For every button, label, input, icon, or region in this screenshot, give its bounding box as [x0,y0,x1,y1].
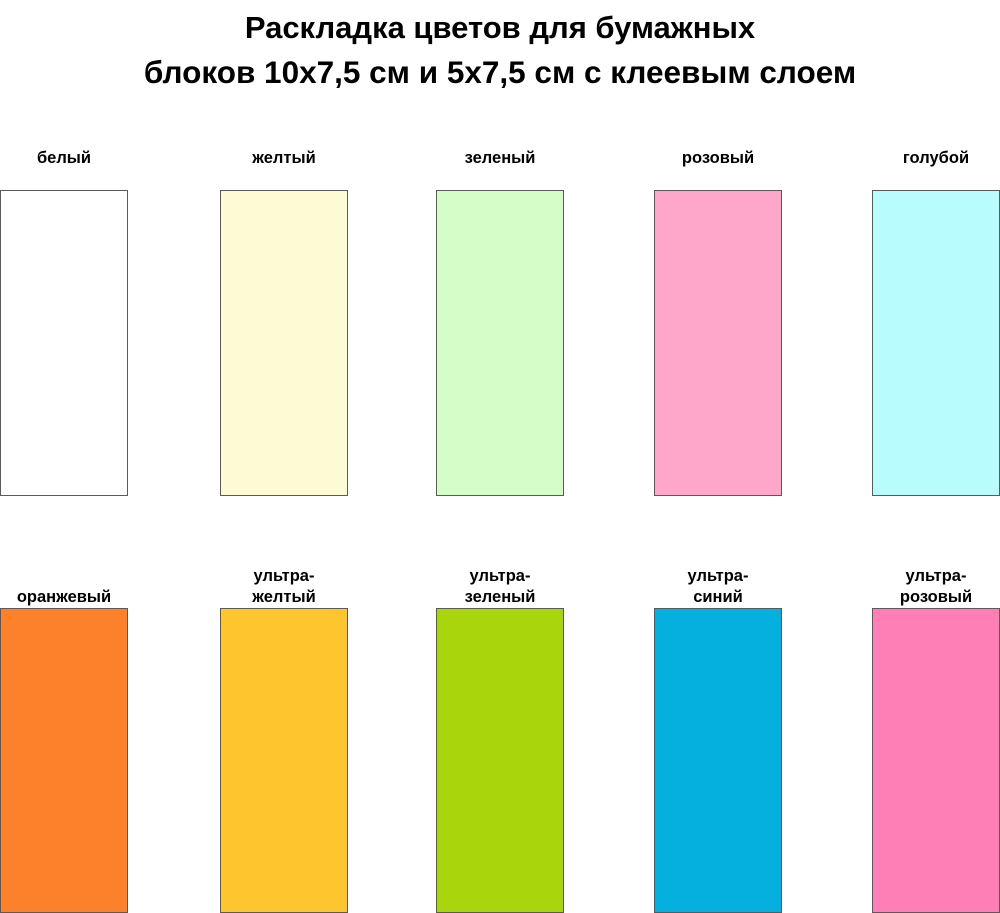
swatch-label: ультра- розовый [872,552,1000,608]
swatch-chip[interactable] [0,190,128,496]
swatch-label-line-2: желтый [252,588,316,606]
swatch-cell-ultra-green[interactable]: ультра- зеленый [436,552,564,913]
swatch-cell-pink[interactable]: розовый [654,148,782,496]
swatch-cell-yellow[interactable]: желтый [220,148,348,496]
swatch-cell-ultra-pink[interactable]: ультра- розовый [872,552,1000,913]
swatch-label: голубой [872,148,1000,190]
swatch-chip[interactable] [872,608,1000,913]
swatch-label-line-1: белый [36,149,92,167]
page-title-line-1: Раскладка цветов для бумажных [244,10,756,45]
swatch-label: белый [0,148,128,190]
swatch-chip[interactable] [654,608,782,913]
swatch-label-line-1: ультра- [905,567,967,585]
swatch-label: оранжевый [0,552,128,608]
swatch-label-line-1: зеленый [464,149,536,167]
swatch-row-pastel: белый желтый зеленый розовый голубой [0,148,1000,498]
swatch-cell-orange[interactable]: оранжевый [0,552,128,913]
swatch-label-line-1: голубой [902,149,970,167]
swatch-label: розовый [654,148,782,190]
swatch-cell-green[interactable]: зеленый [436,148,564,496]
swatch-label-line-1: оранжевый [16,588,112,606]
page-title: Раскладка цветов для бумажных блоков 10х… [0,0,1000,94]
swatch-label-line-1: ультра- [687,567,749,585]
swatch-label: ультра- синий [654,552,782,608]
swatch-label-line-2: розовый [899,588,973,606]
swatch-label: зеленый [436,148,564,190]
swatch-chip[interactable] [220,190,348,496]
swatch-label: желтый [220,148,348,190]
swatch-label-line-1: ультра- [469,567,531,585]
swatch-chip[interactable] [220,608,348,913]
swatch-label-line-1: желтый [252,149,316,167]
swatch-label-line-1: ультра- [253,567,315,585]
swatch-cell-ultra-yellow[interactable]: ультра- желтый [220,552,348,913]
swatch-label-line-1: розовый [681,149,755,167]
swatch-chip[interactable] [436,608,564,913]
swatch-label-line-2: синий [693,588,743,606]
swatch-cell-white[interactable]: белый [0,148,128,496]
swatch-chip[interactable] [654,190,782,496]
swatch-label: ультра- желтый [220,552,348,608]
swatch-label-line-2: зеленый [464,588,536,606]
swatch-cell-lightblue[interactable]: голубой [872,148,1000,496]
swatch-label: ультра- зеленый [436,552,564,608]
swatch-chip[interactable] [0,608,128,913]
page-title-line-2: блоков 10х7,5 см и 5х7,5 см с клеевым сл… [143,54,857,90]
swatch-chip[interactable] [872,190,1000,496]
swatch-chip[interactable] [436,190,564,496]
swatch-row-ultra: оранжевый ультра- желтый ультра- зеленый… [0,552,1000,913]
swatch-cell-ultra-blue[interactable]: ультра- синий [654,552,782,913]
